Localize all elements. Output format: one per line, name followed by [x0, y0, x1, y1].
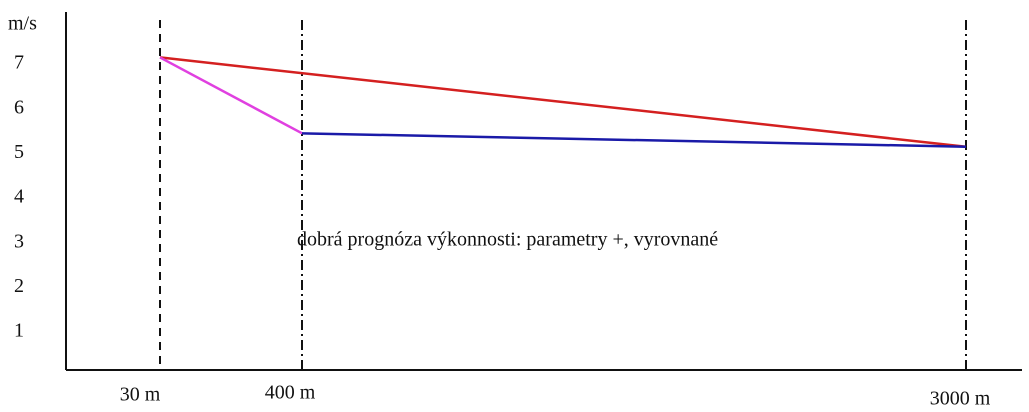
y-tick-label: 2: [14, 275, 24, 297]
x-tick-label: 3000 m: [930, 388, 991, 410]
y-tick-label: 1: [14, 320, 24, 342]
annotation: dobrá prognóza výkonnosti: parametry +, …: [297, 229, 718, 251]
y-tick-label: 6: [14, 96, 24, 118]
y-tick-label: 7: [14, 52, 24, 74]
series-line: [159, 56, 967, 148]
y-tick-label: 3: [14, 230, 24, 252]
series-line: [301, 132, 967, 148]
y-tick-label: 5: [14, 141, 24, 163]
y-axis-label: m/s: [8, 13, 37, 35]
y-tick-label: 4: [14, 186, 24, 208]
series-line: [159, 56, 303, 135]
x-tick-label: 400 m: [265, 382, 316, 404]
x-tick-label: 30 m: [120, 384, 161, 406]
